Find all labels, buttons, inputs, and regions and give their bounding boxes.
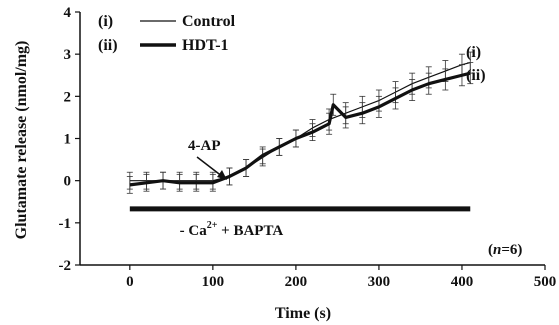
legend-marker-ii: (ii) — [98, 37, 118, 54]
x-tick-label: 200 — [285, 274, 308, 290]
stimulus-arrowhead — [217, 170, 228, 180]
x-tick-label: 0 — [126, 274, 134, 290]
y-tick-label: 1 — [64, 132, 72, 148]
y-tick-label: 0 — [64, 174, 72, 190]
end-label-i: (i) — [466, 44, 481, 61]
x-tick-label: 300 — [368, 274, 391, 290]
x-tick-label: 400 — [451, 274, 474, 290]
legend: (i) Control (ii) HDT-1 — [98, 13, 236, 54]
y-tick-label: 4 — [64, 5, 72, 21]
legend-marker-i: (i) — [98, 13, 113, 30]
stimulus-arrow — [196, 156, 224, 178]
y-tick-label: 3 — [64, 47, 72, 63]
y-tick-label: 2 — [64, 89, 72, 105]
x-tick-label: 100 — [202, 274, 225, 290]
y-tick-label: -1 — [59, 216, 72, 232]
series-line-control — [129, 62, 471, 182]
legend-label-hdt1: HDT-1 — [182, 37, 229, 54]
x-tick-label: 500 — [534, 274, 557, 290]
y-tick-label: -2 — [59, 258, 72, 274]
y-axis-label: Glutamate release (nmol/mg) — [13, 41, 30, 240]
baseline-label: - Ca2+ + BAPTA — [180, 220, 284, 239]
series-line-hdt1 — [129, 71, 471, 187]
legend-label-control: Control — [182, 13, 236, 30]
ticks: 0 100 200 300 400 500 -2 -1 0 1 2 3 4 — [59, 5, 557, 290]
stimulus-label: 4-AP — [188, 138, 221, 154]
x-axis-label: Time (s) — [275, 305, 331, 322]
n-label: (n=6) — [488, 242, 522, 258]
end-label-ii: (ii) — [466, 67, 486, 84]
series-layer — [126, 51, 474, 194]
